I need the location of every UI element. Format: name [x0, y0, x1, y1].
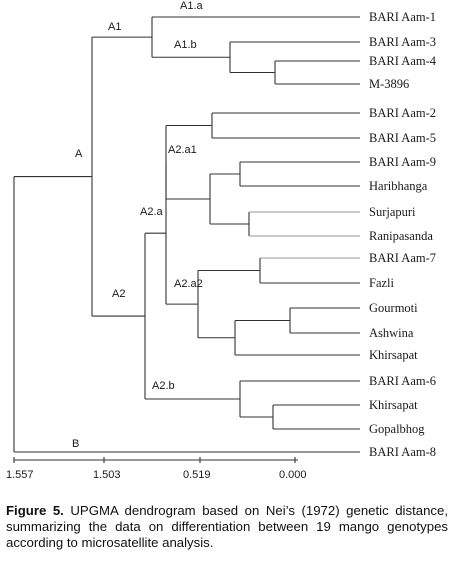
leaf-label: BARI Aam-4	[369, 54, 437, 68]
distance-axis: 1.557 1.503 0.519 0.000	[6, 457, 307, 481]
cluster-label: A2.a	[140, 206, 164, 218]
leaf-label: BARI Aam-9	[369, 155, 436, 169]
cluster-label: A2.a2	[174, 278, 203, 290]
cluster-label: A	[75, 148, 83, 160]
cluster-label: A2.b	[152, 380, 175, 392]
leaf-labels: BARI Aam-1 BARI Aam-3 BARI Aam-4 M-3896 BARI…	[369, 10, 437, 459]
leaf-label: Gourmoti	[369, 301, 418, 315]
cluster-label: A1	[108, 21, 121, 33]
leaf-label: BARI Aam-1	[369, 10, 436, 24]
axis-tick-label: 0.519	[183, 469, 211, 481]
axis-tick-label: 1.503	[93, 469, 121, 481]
leaf-label: BARI Aam-7	[369, 251, 436, 265]
figure-caption: Figure 5. UPGMA dendrogram based on Nei’…	[6, 503, 448, 551]
leaf-label: Ashwina	[369, 326, 414, 340]
caption-label: Figure 5.	[6, 503, 64, 518]
leaf-label: BARI Aam-3	[369, 35, 436, 49]
cluster-label: A1.b	[174, 39, 197, 51]
leaf-label: Khirsapat	[369, 398, 418, 412]
cluster-label: A2	[112, 288, 125, 300]
axis-tick-label: 0.000	[279, 469, 307, 481]
cluster-label: A1.a	[180, 0, 204, 12]
leaf-label: Haribhanga	[369, 179, 428, 193]
leaf-label: BARI Aam-8	[369, 445, 436, 459]
leaf-label: Fazli	[369, 276, 395, 290]
leaf-label: BARI Aam-2	[369, 106, 436, 120]
leaf-label: Surjapuri	[369, 205, 416, 219]
caption-text: UPGMA dendrogram based on Nei’s (1972) g…	[6, 503, 448, 550]
leaf-label: Gopalbhog	[369, 422, 425, 436]
cluster-label: B	[72, 438, 79, 450]
leaf-label: BARI Aam-5	[369, 131, 436, 145]
dendrogram: BARI Aam-1 BARI Aam-3 BARI Aam-4 M-3896 BARI…	[6, 0, 437, 481]
leaf-label: M-3896	[369, 77, 409, 91]
dendrogram-branches	[13, 16, 360, 453]
leaf-label: Khirsapat	[369, 348, 418, 362]
axis-tick-label: 1.557	[6, 469, 34, 481]
leaf-label: Ranipasanda	[369, 229, 433, 243]
cluster-labels: A1.a A1 A1.b A A2.a1 A2.a A2.a2 A2 A2.b B	[72, 0, 204, 450]
leaf-label: BARI Aam-6	[369, 374, 436, 388]
cluster-label: A2.a1	[168, 144, 197, 156]
